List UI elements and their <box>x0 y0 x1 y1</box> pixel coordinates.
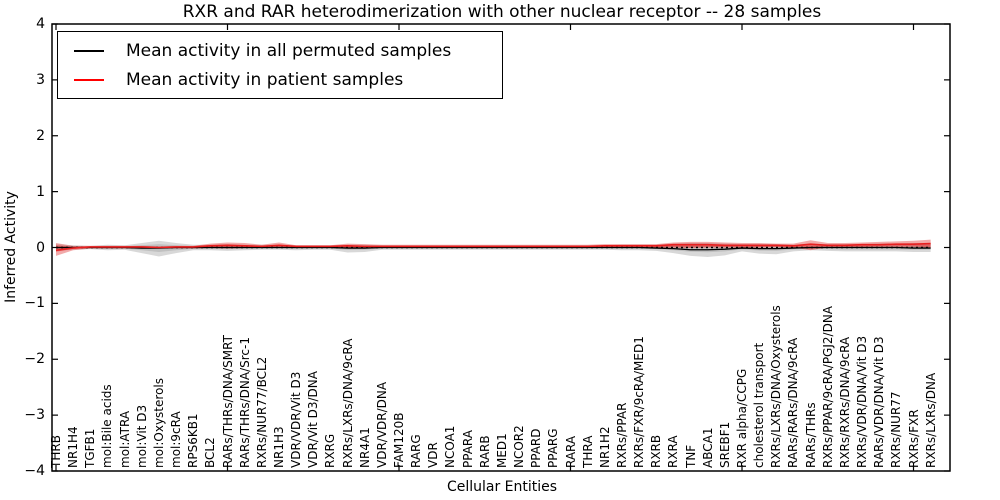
x-category-label: RARA <box>563 435 578 468</box>
x-category-label: mol:Oxysterols <box>151 378 166 468</box>
patient-mean-line <box>55 242 931 252</box>
x-category-label: FAM120B <box>392 412 406 469</box>
x-category-label: TGFB1 <box>83 428 98 468</box>
x-category-label: MED1 <box>494 433 509 468</box>
x-category-label: mol:Bile acids <box>100 384 115 468</box>
x-category-label: RARB <box>477 435 492 468</box>
x-category-label: RXRs/FXR/9cRA/MED1 <box>632 336 647 468</box>
x-category-label: RXRs/RXRs/DNA/9cRA <box>837 336 852 468</box>
y-tick-label: 4 <box>36 16 45 32</box>
x-category-label: RARs/RARs/DNA/9cRA <box>786 337 801 468</box>
x-category-label: NR4A1 <box>357 427 372 468</box>
x-category-label: THRB <box>49 435 63 468</box>
x-category-label: RARs/THRs <box>803 402 818 468</box>
x-category-label: RPS6KB1 <box>186 413 201 468</box>
legend-label-patient: Mean activity in patient samples <box>126 69 404 90</box>
x-category-label: RXRs/PPAR/9cRA/PGJ2/DNA <box>820 306 835 468</box>
x-category-label: PPARA <box>460 430 475 468</box>
y-tick-label: 3 <box>36 71 45 88</box>
x-category-label: RXRA <box>666 435 681 468</box>
x-category-label: VDR/VDR/Vit D3 <box>289 371 304 468</box>
y-tick-label: −2 <box>24 351 45 368</box>
x-category-label: VDR/VDR/DNA <box>374 381 389 468</box>
x-category-label: BCL2 <box>203 437 218 468</box>
chart-title: RXR and RAR heterodimerization with othe… <box>182 2 822 22</box>
x-category-label: RXRB <box>649 434 664 468</box>
x-category-label: THRA <box>580 435 595 468</box>
x-category-label: RXRG <box>323 433 338 468</box>
y-tick-label: −4 <box>24 463 45 479</box>
x-category-label: mol:9cRA <box>169 411 184 468</box>
patient-samples-band <box>56 239 931 256</box>
x-category-label: PPARD <box>529 428 544 469</box>
legend-line-sample-black <box>74 49 104 52</box>
y-tick-label: 2 <box>36 127 45 144</box>
x-category-label: NCOA1 <box>443 425 458 468</box>
y-tick-label: 1 <box>36 183 45 200</box>
x-category-label: RARs/THRs/DNA/SMRT <box>220 335 235 468</box>
legend-item-patient: Mean activity in patient samples <box>74 69 502 91</box>
x-category-label: mol:ATRA <box>117 410 132 468</box>
legend-line-sample-red <box>74 78 104 81</box>
x-category-label: TNF <box>683 444 698 468</box>
x-category-label: NCOR2 <box>512 425 527 468</box>
x-category-label: ABCA1 <box>700 427 715 468</box>
x-category-label: RXRs/VDR/DNA/Vit D3 <box>855 335 870 468</box>
x-axis-label: Cellular Entities <box>446 479 558 495</box>
x-category-label: SREBF1 <box>717 421 732 468</box>
x-category-label: RXRs/LXRs/DNA/9cRA <box>340 338 355 469</box>
legend-item-permuted: Mean activity in all permuted samples <box>74 40 502 62</box>
y-tick-label: −3 <box>24 407 45 424</box>
x-category-label: RXRs/PPAR <box>614 402 629 468</box>
x-category-label: NR1H4 <box>66 426 81 468</box>
x-category-label: RXRs/NUR77/BCL2 <box>254 356 269 468</box>
x-category-label: RARs/VDR/DNA/Vit D3 <box>872 336 887 468</box>
x-category-label: cholesterol transport <box>752 342 767 468</box>
y-tick-label: −1 <box>24 295 45 312</box>
x-category-label: RXRs/NUR77 <box>889 391 904 468</box>
x-category-label: VDR/Vit D3/DNA <box>306 371 321 468</box>
x-category-label: VDR <box>426 442 441 468</box>
x-category-label: RXRs/FXR <box>906 409 921 468</box>
x-category-label: RXRs/LXRs/DNA/Oxysterols <box>769 305 784 468</box>
x-category-label: PPARG <box>546 428 561 468</box>
x-category-label: RXR alpha/CCPG <box>735 368 749 468</box>
x-category-label: mol:Vit D3 <box>134 404 149 468</box>
x-category-label: RXRs/LXRs/DNA <box>923 372 938 468</box>
x-category-label: RARG <box>409 434 424 468</box>
y-tick-label: 0 <box>36 239 45 256</box>
x-category-label: NR1H3 <box>271 426 286 468</box>
legend-label-permuted: Mean activity in all permuted samples <box>126 40 452 61</box>
x-category-label: RARs/THRs/DNA/Src-1 <box>237 337 252 468</box>
x-category-label: NR1H2 <box>597 426 612 468</box>
legend: Mean activity in all permuted samples Me… <box>57 31 503 99</box>
